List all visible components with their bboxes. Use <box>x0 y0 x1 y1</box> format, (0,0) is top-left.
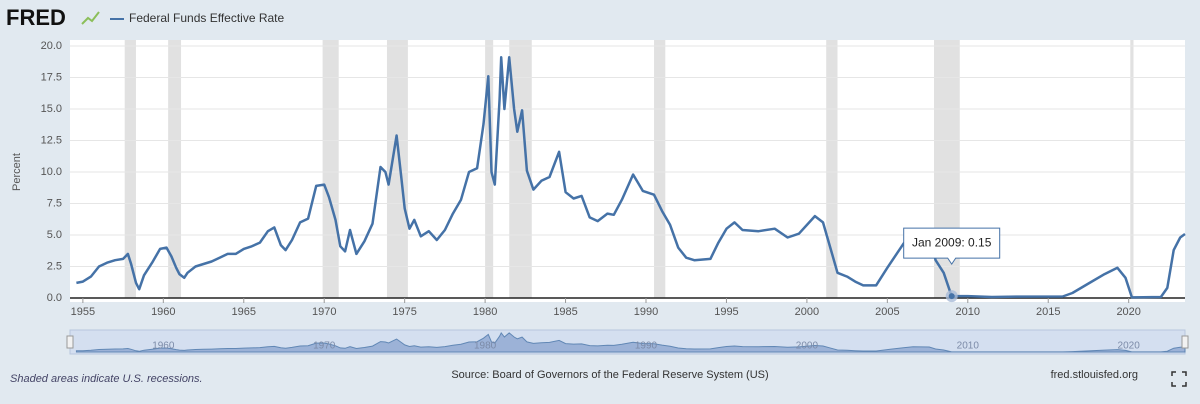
navigator-tick-label: 1970 <box>313 341 336 352</box>
navigator-tick-label: 1980 <box>474 341 497 352</box>
x-tick-label: 1980 <box>473 306 497 318</box>
recession-note: Shaded areas indicate U.S. recessions. <box>10 373 203 385</box>
recession-band <box>654 40 666 298</box>
recession-band <box>124 40 136 298</box>
fullscreen-icon[interactable] <box>1171 371 1187 387</box>
navigator-handle[interactable] <box>66 335 74 349</box>
x-tick-label: 1960 <box>151 306 175 318</box>
hover-point <box>948 293 955 300</box>
navigator-tick-label: 2020 <box>1118 341 1141 352</box>
recession-band <box>322 40 339 298</box>
x-tick-label: 2005 <box>875 306 899 318</box>
y-tick-label: 10.0 <box>41 166 62 178</box>
source: Source: Board of Governors of the Federa… <box>451 369 768 381</box>
recession-band <box>826 40 838 298</box>
y-axis-label: Percent <box>11 153 23 191</box>
y-tick-label: 12.5 <box>41 134 62 146</box>
navigator-handle[interactable] <box>1181 335 1189 349</box>
plot-area <box>70 40 1185 302</box>
navigator-tick-label: 2010 <box>957 341 980 352</box>
logo-icon <box>81 11 100 25</box>
navigator-tick-label: 1990 <box>635 341 658 352</box>
x-tick-label: 1985 <box>553 306 577 318</box>
y-tick-label: 2.5 <box>47 260 62 272</box>
y-tick-label: 15.0 <box>41 103 62 115</box>
recession-band <box>386 40 408 298</box>
recession-band <box>509 40 532 298</box>
recession-band <box>934 40 960 298</box>
x-tick-label: 1995 <box>714 306 738 318</box>
x-tick-label: 2010 <box>956 306 980 318</box>
x-tick-label: 1965 <box>232 306 256 318</box>
x-tick-label: 1990 <box>634 306 658 318</box>
x-tick-label: 1955 <box>71 306 95 318</box>
navigator-tick-label: 1960 <box>152 341 175 352</box>
y-tick-label: 0.0 <box>47 292 62 304</box>
recession-band <box>1130 40 1134 298</box>
navigator-area <box>75 331 1186 353</box>
recession-band <box>168 40 182 298</box>
tooltip-text: Jan 2009: 0.15 <box>912 235 992 249</box>
x-tick-label: 2020 <box>1116 306 1140 318</box>
y-tick-label: 5.0 <box>47 229 62 241</box>
y-tick-label: 7.5 <box>47 197 62 209</box>
logo[interactable]: FRED <box>6 5 66 30</box>
x-tick-label: 2000 <box>795 306 819 318</box>
legend-label[interactable]: Federal Funds Effective Rate <box>129 11 285 25</box>
recession-band <box>485 40 494 298</box>
tooltip-box <box>903 227 1001 266</box>
y-tick-label: 17.5 <box>41 71 62 83</box>
data-line <box>76 56 1186 299</box>
x-tick-label: 1970 <box>312 306 336 318</box>
navigator-tick-label: 2000 <box>796 341 819 352</box>
site-link[interactable]: fred.stlouisfed.org <box>1051 369 1138 381</box>
y-tick-label: 20.0 <box>41 40 62 52</box>
x-tick-label: 2015 <box>1036 306 1060 318</box>
x-tick-label: 1975 <box>392 306 416 318</box>
